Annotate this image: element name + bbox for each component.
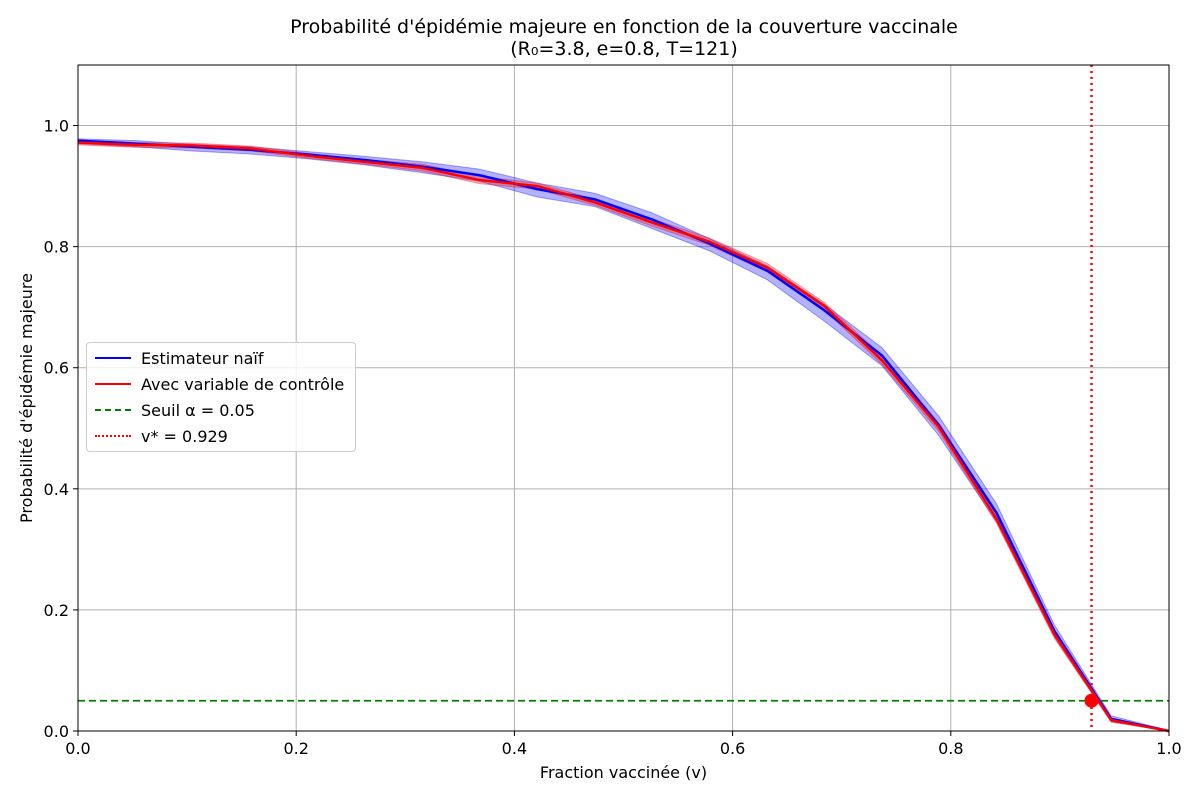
y-tick-label: 0.8 bbox=[44, 238, 69, 257]
reference-lines bbox=[78, 65, 1169, 731]
chart-subtitle: (R₀=3.8, e=0.8, T=121) bbox=[510, 38, 738, 60]
legend-item-vstar: v* = 0.929 bbox=[95, 423, 228, 449]
y-tick-label: 0.2 bbox=[44, 601, 69, 620]
vstar-marker bbox=[1084, 693, 1099, 708]
x-axis-label: Fraction vaccinée (v) bbox=[540, 763, 707, 782]
y-axis-label: Probabilité d'épidémie majeure bbox=[17, 273, 36, 523]
y-tick-label: 0.6 bbox=[44, 359, 69, 378]
y-tick-label: 1.0 bbox=[44, 117, 69, 136]
chart-title: Probabilité d'épidémie majeure en foncti… bbox=[290, 16, 958, 38]
legend-item-threshold: Seuil α = 0.05 bbox=[95, 397, 255, 423]
x-tick-label: 0.8 bbox=[938, 739, 963, 758]
x-tick-label: 1.0 bbox=[1156, 739, 1181, 758]
y-tick-label: 0.0 bbox=[44, 722, 69, 741]
legend-swatch-control bbox=[95, 383, 131, 385]
legend-item-control: Avec variable de contrôle bbox=[95, 371, 344, 397]
markers bbox=[1084, 693, 1099, 708]
series-line-control bbox=[77, 141, 1170, 733]
legend-item-naive: Estimateur naïf bbox=[95, 345, 264, 371]
legend-swatch-threshold bbox=[95, 409, 131, 411]
x-tick-label: 0.0 bbox=[65, 739, 90, 758]
axis-ticks: 0.0 0.2 0.4 0.6 0.8 1.0 0.0 0.2 0.4 0.6 0.8 1.0 bbox=[44, 117, 1182, 758]
legend-label-naive: Estimateur naïf bbox=[141, 348, 264, 368]
plot-frame bbox=[77, 64, 1170, 732]
legend-label-vstar: v* = 0.929 bbox=[141, 426, 228, 446]
x-tick-label: 0.4 bbox=[502, 739, 527, 758]
legend-swatch-naive bbox=[95, 357, 131, 359]
legend-swatch-vstar bbox=[95, 435, 131, 437]
y-tick-label: 0.4 bbox=[44, 480, 69, 499]
x-tick-label: 0.6 bbox=[720, 739, 745, 758]
series-lines bbox=[77, 139, 1170, 733]
legend: Estimateur naïf Avec variable de contrôl… bbox=[86, 342, 356, 452]
x-tick-label: 0.2 bbox=[283, 739, 308, 758]
legend-label-control: Avec variable de contrôle bbox=[141, 374, 345, 394]
legend-label-threshold: Seuil α = 0.05 bbox=[141, 400, 255, 420]
